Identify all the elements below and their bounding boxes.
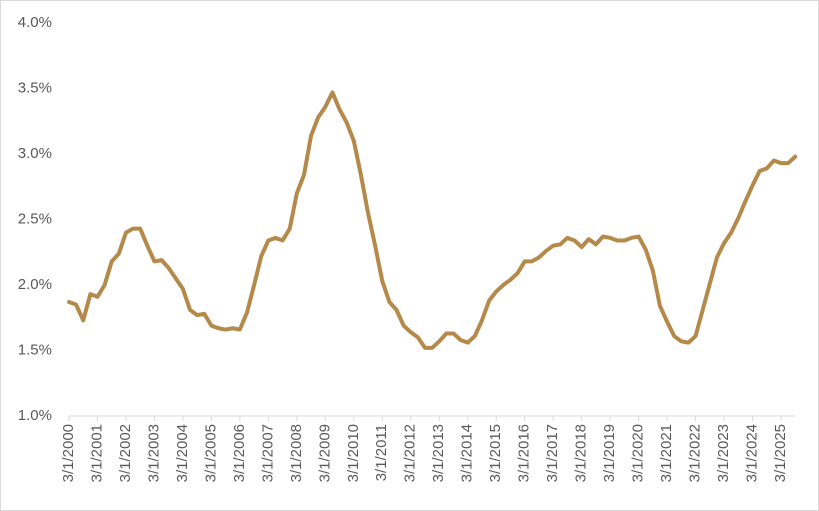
x-tick-label: 3/1/2012 [402,424,419,482]
y-tick-label: 2.0% [18,276,52,293]
x-tick-label: 3/1/2013 [430,424,447,482]
x-tick-label: 3/1/2023 [715,424,732,482]
x-tick-label: 3/1/2014 [459,424,476,482]
data-line [67,90,798,350]
y-tick-label: 4.0% [18,14,52,31]
x-tick-label: 3/1/2011 [373,424,390,481]
x-tick-label: 3/1/2001 [88,424,105,482]
x-tick-label: 3/1/2021 [658,424,675,482]
x-tick-label: 3/1/2016 [516,424,533,482]
x-tick-label: 3/1/2019 [601,424,618,482]
x-tick-label: 3/1/2024 [743,424,760,482]
x-tick-label: 3/1/2020 [630,424,647,482]
x-tick-label: 3/1/2017 [544,424,561,482]
y-tick-label: 1.5% [18,341,52,358]
y-tick-label: 3.0% [18,145,52,162]
x-tick-label: 3/1/2006 [231,424,248,482]
x-tick-label: 3/1/2003 [145,424,162,482]
x-tick-label: 3/1/2025 [772,424,789,482]
x-tick-label: 3/1/2008 [288,424,305,482]
x-tick-label: 3/1/2005 [202,424,219,482]
x-tick-label: 3/1/2022 [687,424,704,482]
y-tick-label: 2.5% [18,210,52,227]
x-tick-label: 3/1/2010 [345,424,362,482]
x-tick-label: 3/1/2000 [60,424,77,482]
y-tick-label: 3.5% [18,79,52,96]
y-tick-label: 1.0% [18,407,52,424]
x-tick-label: 3/1/2007 [259,424,276,482]
x-tick-label: 3/1/2015 [487,424,504,482]
x-tick-label: 3/1/2018 [573,424,590,482]
x-tick-label: 3/1/2009 [316,424,333,482]
x-tick-label: 3/1/2004 [174,424,191,482]
x-tick-label: 3/1/2002 [117,424,134,482]
